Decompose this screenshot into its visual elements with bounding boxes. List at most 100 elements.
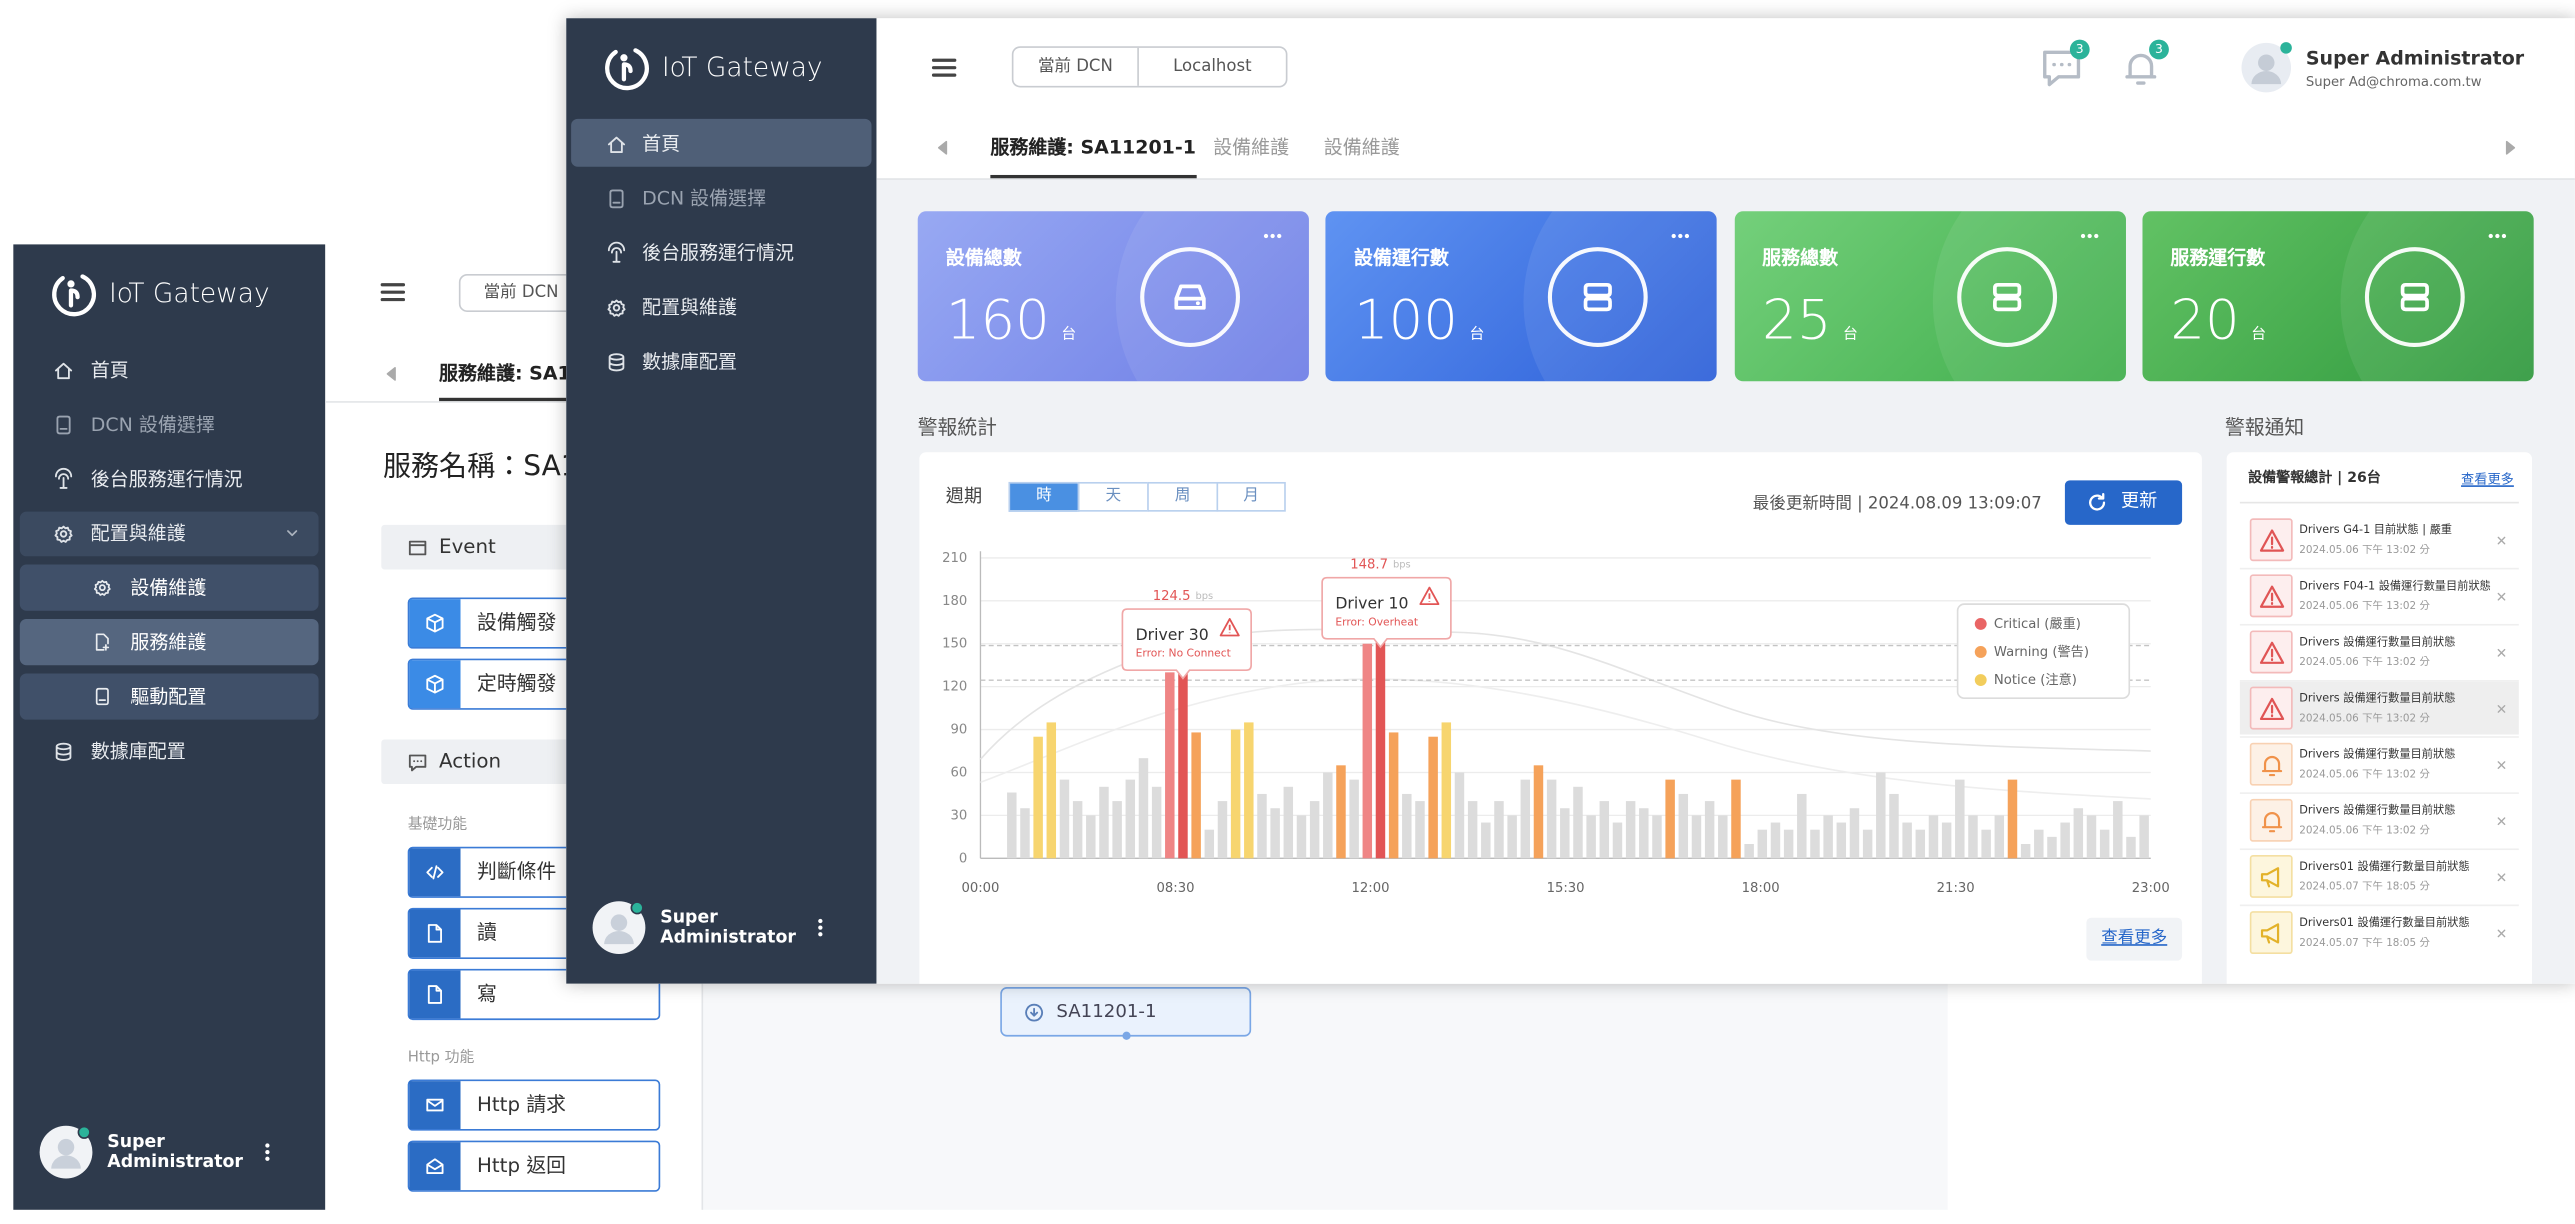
more-icon [1263,233,1282,239]
period-button[interactable]: 天 [1077,481,1149,512]
menu-item[interactable]: DCN 設備選擇 [642,186,767,210]
icon [2261,811,2282,832]
period-button[interactable]: 時 [1008,481,1080,512]
flow-node[interactable]: SA11201-1 [1000,987,1252,1040]
notification-title[interactable]: Drivers01 設備運行數量目前狀態 [2299,859,2470,874]
more-icon [2488,233,2506,239]
icon [2496,760,2505,769]
bar [1257,793,1267,859]
submenu-item[interactable]: 驅動配置 [130,684,207,709]
submenu-item[interactable]: 服務維護 [130,630,207,654]
node-label: 讀 [477,921,497,945]
bar [1151,786,1162,859]
badge[interactable]: 3 [2069,39,2090,60]
app-name: IoT Gateway [661,51,823,83]
bar [1533,765,1544,859]
notification-title[interactable]: Drivers 設備運行數量目前狀態 [2299,691,2456,705]
logo-mark [52,274,96,317]
separator [2239,792,2519,794]
bar [1994,815,2005,859]
notification-summary: 設備警報總計 | 26台 [2248,470,2381,487]
node-button[interactable]: Http 返回 [407,1140,661,1192]
notification-title[interactable]: Drivers G4-1 目前狀態 | 嚴重 [2299,523,2453,537]
dcn-selector[interactable]: 當前 DCN Localhost [1011,46,1288,88]
card-label: 服務總數 [1762,245,1839,270]
notification-more[interactable]: 查看更多 [2461,472,2514,487]
card-decor [1115,211,1309,382]
bar [1665,779,1675,859]
bar [1823,815,1833,859]
more-button[interactable]: 查看更多 [2086,917,2183,961]
more-icon [1672,233,1690,239]
icon-path [54,361,72,379]
node-button[interactable]: Http 請求 [407,1079,661,1131]
bar [1849,808,1860,859]
period-button[interactable]: 月 [1216,481,1286,512]
menu-item[interactable]: 數據庫配置 [642,349,737,374]
menu-item[interactable]: 配置與維護 [642,295,737,319]
icon [2261,755,2282,776]
icon [426,865,444,880]
y-tick-label: 30 [950,808,967,823]
icon-path [1024,1002,1043,1021]
stat-card: 服務總數 25 台 [1734,211,2126,382]
dot [2501,233,2506,239]
bar [1678,793,1689,859]
stat-card: 服務運行數 20 台 [2142,211,2534,382]
menu-item[interactable]: 後台服務運行情況 [642,240,794,265]
notification-title[interactable]: Drivers 設備運行數量目前狀態 [2299,635,2456,649]
bar [2073,808,2084,859]
callout-value: 148.7 bps [1350,558,1410,573]
menu-item[interactable]: 配置與維護 [90,521,186,545]
bar [1388,732,1399,859]
x-tick-label: 00:00 [961,881,999,896]
card-label: 設備運行數 [1353,245,1449,270]
warning-icon [1419,586,1440,606]
refresh-button[interactable]: 更新 [2064,480,2183,525]
card-unit: 台 [2251,326,2267,344]
bar [1415,801,1425,859]
bar [1810,829,1820,859]
bar [1244,722,1254,859]
card-label: 設備總數 [945,245,1022,270]
user-email: Super Ad@chroma.com.tw [2305,74,2482,90]
icon [1174,284,1206,310]
menu-item[interactable]: 首頁 [642,132,681,156]
notification-title[interactable]: Drivers 設備運行數量目前狀態 [2299,747,2456,761]
callout-icon [1419,586,1440,606]
dot [265,1143,270,1148]
notification-title[interactable]: Drivers F04-1 設備運行數量目前狀態 [2299,579,2491,593]
submenu-item[interactable]: 設備維護 [130,576,207,600]
tab[interactable]: 設備維護 [1213,135,1290,159]
bar [1731,779,1741,859]
menu-item[interactable]: DCN 設備選擇 [90,412,215,436]
dot [1685,233,1690,239]
node-label: 定時觸發 [477,671,557,695]
menu-item[interactable]: 數據庫配置 [90,739,186,763]
notification-time: 2024.05.07 下午 18:05 分 [2299,937,2430,950]
icon [937,140,947,154]
menu-item[interactable]: 首頁 [90,358,129,382]
x-tick-label: 08:30 [1156,881,1194,896]
icon-path [2261,755,2282,776]
icon-path [2260,866,2279,887]
badge[interactable]: 3 [2149,39,2169,60]
notification-title[interactable]: Drivers 設備運行數量目前狀態 [2299,803,2456,818]
node-icon-bg [409,1142,461,1191]
legend-label: Warning (警告) [1994,644,2089,660]
icon [426,674,444,694]
icon-path [2125,53,2157,85]
x-tick-label: 21:30 [1937,881,1975,896]
bar [1691,815,1702,859]
bar [1362,643,1373,859]
notification-title[interactable]: Drivers01 設備運行數量目前狀態 [2299,916,2470,930]
icon-path [2259,640,2284,664]
card-number: 20 台 [2170,287,2266,368]
tab[interactable]: 設備維護 [1323,135,1400,159]
icon [2260,922,2279,943]
tab-active[interactable]: 服務維護: SA11201-1 [990,135,1196,179]
menu-item[interactable]: 後台服務運行情況 [90,467,243,491]
bar [1862,829,1873,859]
bar [1546,779,1557,859]
card-decor [2340,211,2534,382]
